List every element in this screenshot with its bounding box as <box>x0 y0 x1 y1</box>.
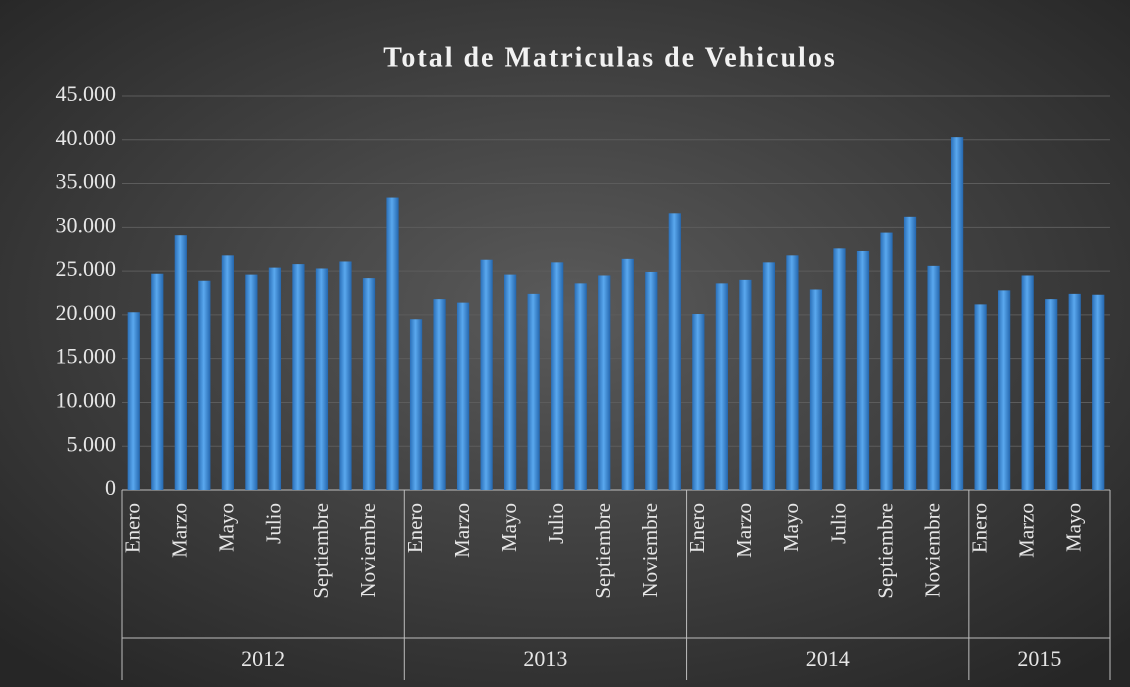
bar <box>456 302 470 490</box>
bar <box>621 258 634 490</box>
y-tick-label: 20.000 <box>56 300 117 325</box>
bar <box>903 216 917 490</box>
bar <box>574 283 587 490</box>
bar <box>504 274 517 490</box>
bar <box>786 255 799 490</box>
x-tick-label: Septiembre <box>873 503 897 599</box>
x-tick-label: Mayo <box>497 503 521 552</box>
y-tick-label: 0 <box>105 475 116 500</box>
bar <box>551 262 564 490</box>
x-tick-label: Julio <box>826 503 850 544</box>
group-label: 2015 <box>1017 646 1061 671</box>
bar <box>315 268 329 490</box>
y-tick-label: 5.000 <box>67 431 117 456</box>
x-tick-label: Marzo <box>450 503 474 558</box>
bar <box>927 265 940 490</box>
x-tick-label: Marzo <box>1014 503 1038 558</box>
bar <box>127 312 140 490</box>
bar <box>409 319 423 490</box>
bar <box>739 279 752 490</box>
y-tick-label: 30.000 <box>56 212 117 237</box>
bar <box>245 274 258 490</box>
group-label: 2013 <box>523 646 567 671</box>
bar <box>950 137 964 490</box>
bar <box>856 250 870 490</box>
y-tick-label: 25.000 <box>56 256 117 281</box>
group-label: 2014 <box>806 646 850 671</box>
x-tick-label: Enero <box>403 503 427 553</box>
bar <box>880 232 893 490</box>
y-tick-label: 45.000 <box>56 81 117 106</box>
x-tick-label: Enero <box>685 503 709 553</box>
y-tick-label: 35.000 <box>56 169 117 194</box>
x-tick-label: Noviembre <box>638 503 662 597</box>
bar <box>692 314 705 490</box>
bar <box>386 197 399 490</box>
bar <box>1021 275 1034 490</box>
bar <box>221 255 234 490</box>
x-tick-label: Marzo <box>732 503 756 558</box>
x-tick-label: Noviembre <box>356 503 380 597</box>
bar <box>527 293 540 490</box>
x-tick-label: Julio <box>262 503 286 544</box>
x-tick-label: Julio <box>544 503 568 544</box>
bar <box>762 262 776 490</box>
x-tick-label: Mayo <box>1062 503 1086 552</box>
bar <box>268 267 282 490</box>
bar <box>974 304 987 490</box>
x-tick-label: Enero <box>967 503 991 553</box>
bar <box>668 213 681 490</box>
bar <box>198 280 211 490</box>
bar <box>833 248 846 490</box>
bar <box>998 290 1011 490</box>
x-tick-label: Enero <box>121 503 145 553</box>
bar <box>174 235 187 490</box>
bar <box>433 299 446 490</box>
x-tick-label: Septiembre <box>591 503 615 599</box>
bar <box>598 275 611 490</box>
x-tick-label: Mayo <box>215 503 239 552</box>
x-tick-label: Noviembre <box>920 503 944 597</box>
bar <box>292 264 305 490</box>
bar <box>151 273 164 490</box>
x-tick-label: Septiembre <box>309 503 333 599</box>
bar <box>339 261 352 490</box>
bar <box>1092 294 1105 490</box>
bar <box>1045 299 1058 490</box>
bar <box>1068 293 1081 490</box>
chart-title: Total de Matriculas de Vehiculos <box>383 42 836 73</box>
y-tick-label: 15.000 <box>56 344 117 369</box>
group-label: 2012 <box>241 646 285 671</box>
bar <box>809 289 823 490</box>
y-tick-label: 40.000 <box>56 125 117 150</box>
bar <box>362 278 376 490</box>
bar <box>645 271 658 490</box>
x-tick-label: Marzo <box>168 503 192 558</box>
x-tick-label: Mayo <box>779 503 803 552</box>
y-tick-label: 10.000 <box>56 387 117 412</box>
bar <box>480 259 493 490</box>
bar <box>715 283 728 490</box>
